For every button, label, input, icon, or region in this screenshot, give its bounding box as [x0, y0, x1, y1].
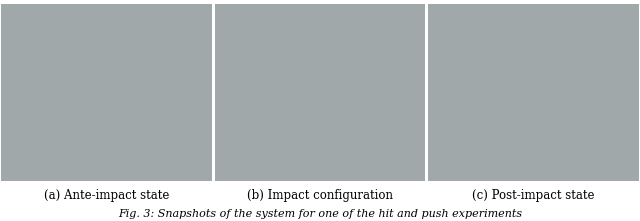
Bar	[214, 4, 426, 181]
Bar	[428, 4, 639, 181]
Bar	[1, 4, 212, 181]
Text: (b) Impact configuration: (b) Impact configuration	[247, 189, 393, 202]
Text: (c) Post-impact state: (c) Post-impact state	[472, 189, 595, 202]
Text: Fig. 3: Snapshots of the system for one of the hit and push experiments: Fig. 3: Snapshots of the system for one …	[118, 209, 522, 219]
Text: (a) Ante-impact state: (a) Ante-impact state	[44, 189, 170, 202]
